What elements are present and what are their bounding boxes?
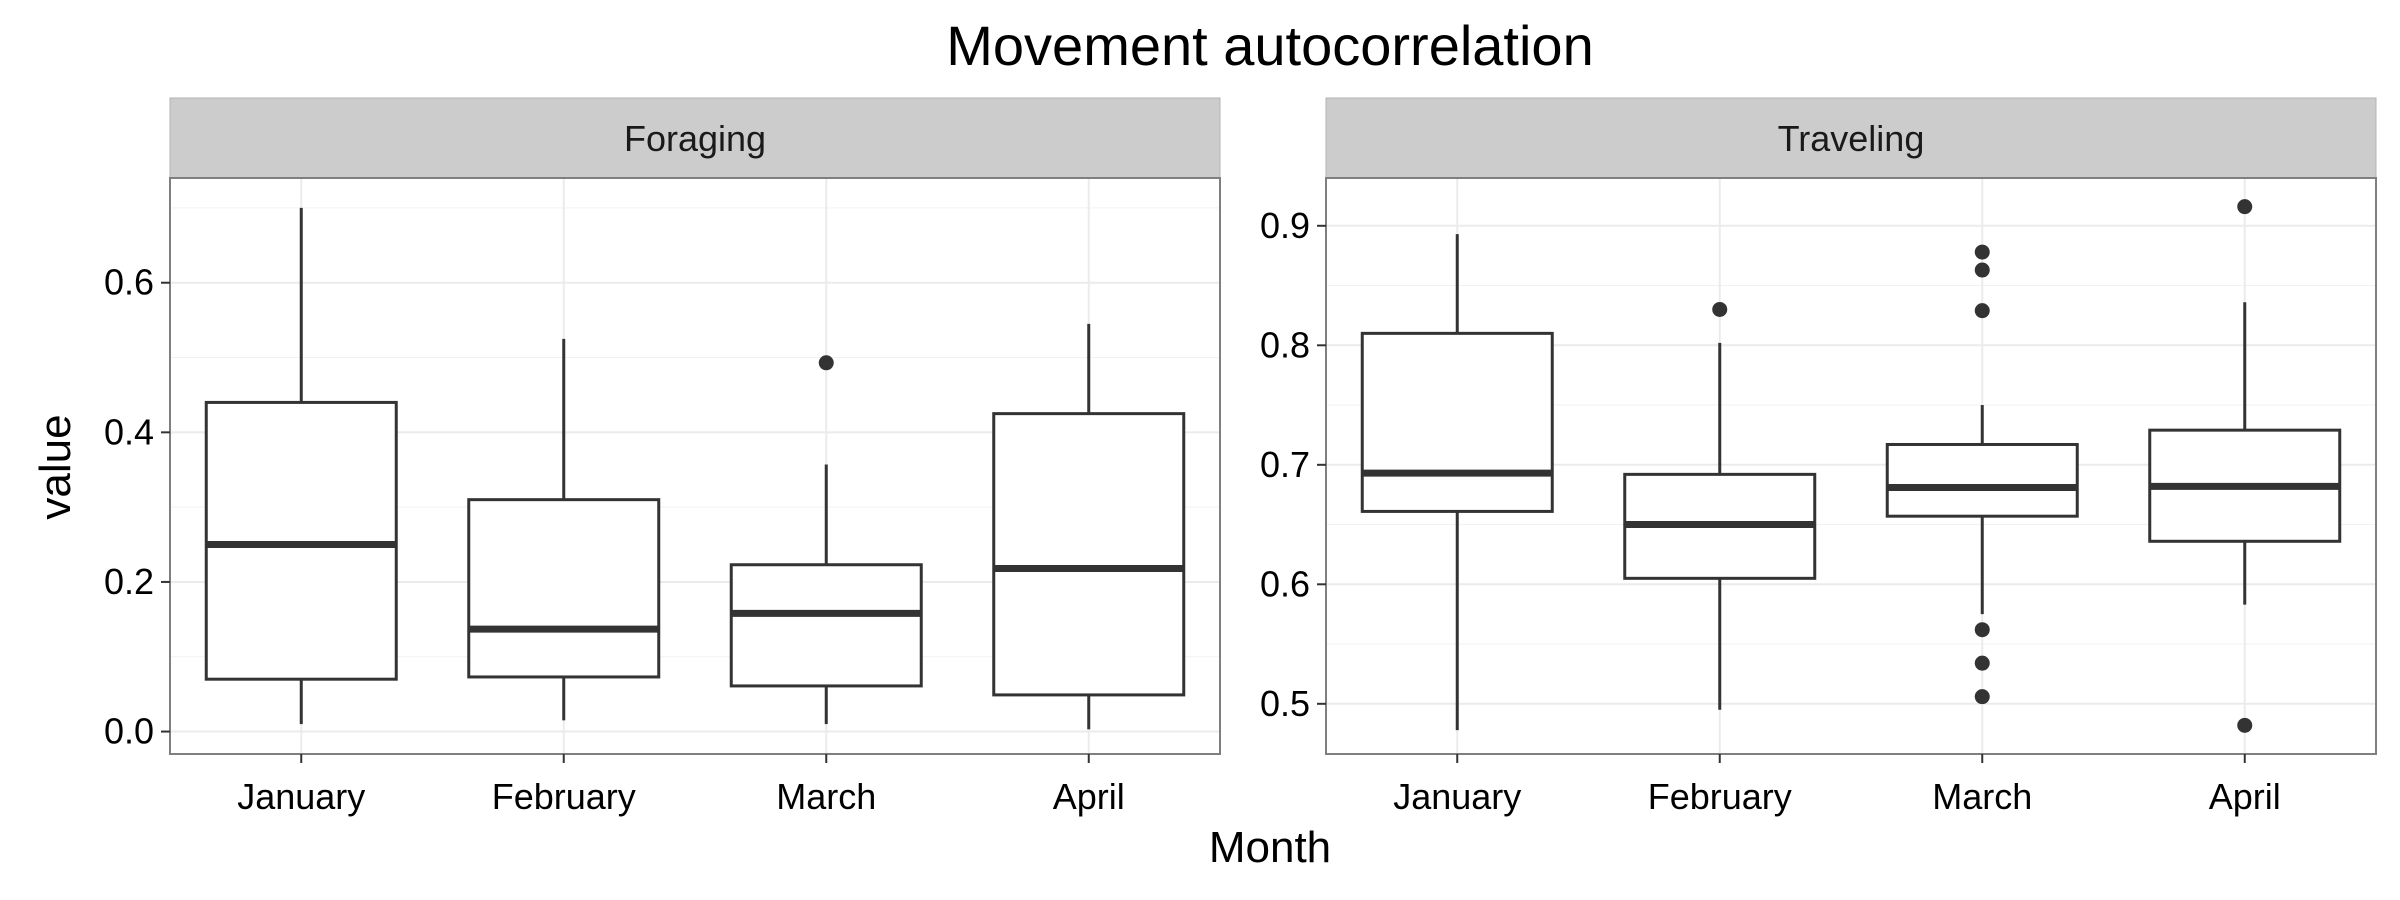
x-tick-label: March xyxy=(1932,776,2032,817)
box-iqr xyxy=(1360,331,1554,513)
box-january xyxy=(204,207,398,725)
box-iqr xyxy=(467,498,661,679)
y-tick-label: 0.8 xyxy=(1260,324,1310,365)
box-january xyxy=(1360,234,1554,731)
y-tick-label: 0.4 xyxy=(104,411,154,452)
x-tick-label: January xyxy=(237,776,365,817)
y-tick-label: 0.5 xyxy=(1260,683,1310,724)
y-tick-label: 0.0 xyxy=(104,711,154,752)
outlier-point xyxy=(1974,655,1990,671)
panel-strip xyxy=(1325,97,2377,179)
y-tick-label: 0.6 xyxy=(104,262,154,303)
panel-border xyxy=(1325,177,2377,755)
panels: Foraging 0.0 0.2 0.4 0.6 January February March… xyxy=(104,97,2377,817)
panel-foraging: Foraging 0.0 0.2 0.4 0.6 January February March… xyxy=(104,97,1221,817)
outlier-point xyxy=(818,355,834,371)
box-february xyxy=(467,338,661,721)
outlier-point xyxy=(2237,199,2253,215)
box-iqr xyxy=(729,563,923,688)
box-iqr xyxy=(992,412,1186,697)
y-tick-label: 0.9 xyxy=(1260,205,1310,246)
x-tick-label: April xyxy=(1053,776,1125,817)
y-tick-label: 0.6 xyxy=(1260,563,1310,604)
y-tick-label: 0.2 xyxy=(104,561,154,602)
panel-border xyxy=(169,177,1221,755)
panel-traveling: Traveling 0.5 0.6 0.7 0.8 0.9 January February M… xyxy=(1260,97,2377,817)
x-tick-label: January xyxy=(1393,776,1521,817)
box-march xyxy=(729,355,923,725)
box-iqr xyxy=(204,400,398,681)
box-february xyxy=(1623,301,1817,710)
y-tick-label: 0.7 xyxy=(1260,444,1310,485)
outlier-point xyxy=(1974,303,1990,319)
x-tick-label: February xyxy=(1648,776,1792,817)
outlier-point xyxy=(2237,717,2253,733)
outlier-point xyxy=(1974,622,1990,638)
x-tick-label: March xyxy=(776,776,876,817)
outlier-point xyxy=(1974,244,1990,260)
x-tick-label: April xyxy=(2209,776,2281,817)
box-april xyxy=(2148,199,2342,733)
y-axis-title: value xyxy=(31,414,80,519)
chart-title: Movement autocorrelation xyxy=(946,14,1593,77)
outlier-point xyxy=(1712,301,1728,317)
box-april xyxy=(992,323,1186,730)
panel-strip xyxy=(169,97,1221,179)
box-iqr xyxy=(1885,442,2079,518)
panel-strip-label: Traveling xyxy=(1778,118,1925,159)
box-march xyxy=(1885,244,2079,705)
panel-strip-label: Foraging xyxy=(624,118,766,159)
outlier-point xyxy=(1974,689,1990,705)
x-axis-title: Month xyxy=(1209,823,1331,872)
outlier-point xyxy=(1974,262,1990,278)
x-tick-label: February xyxy=(492,776,636,817)
